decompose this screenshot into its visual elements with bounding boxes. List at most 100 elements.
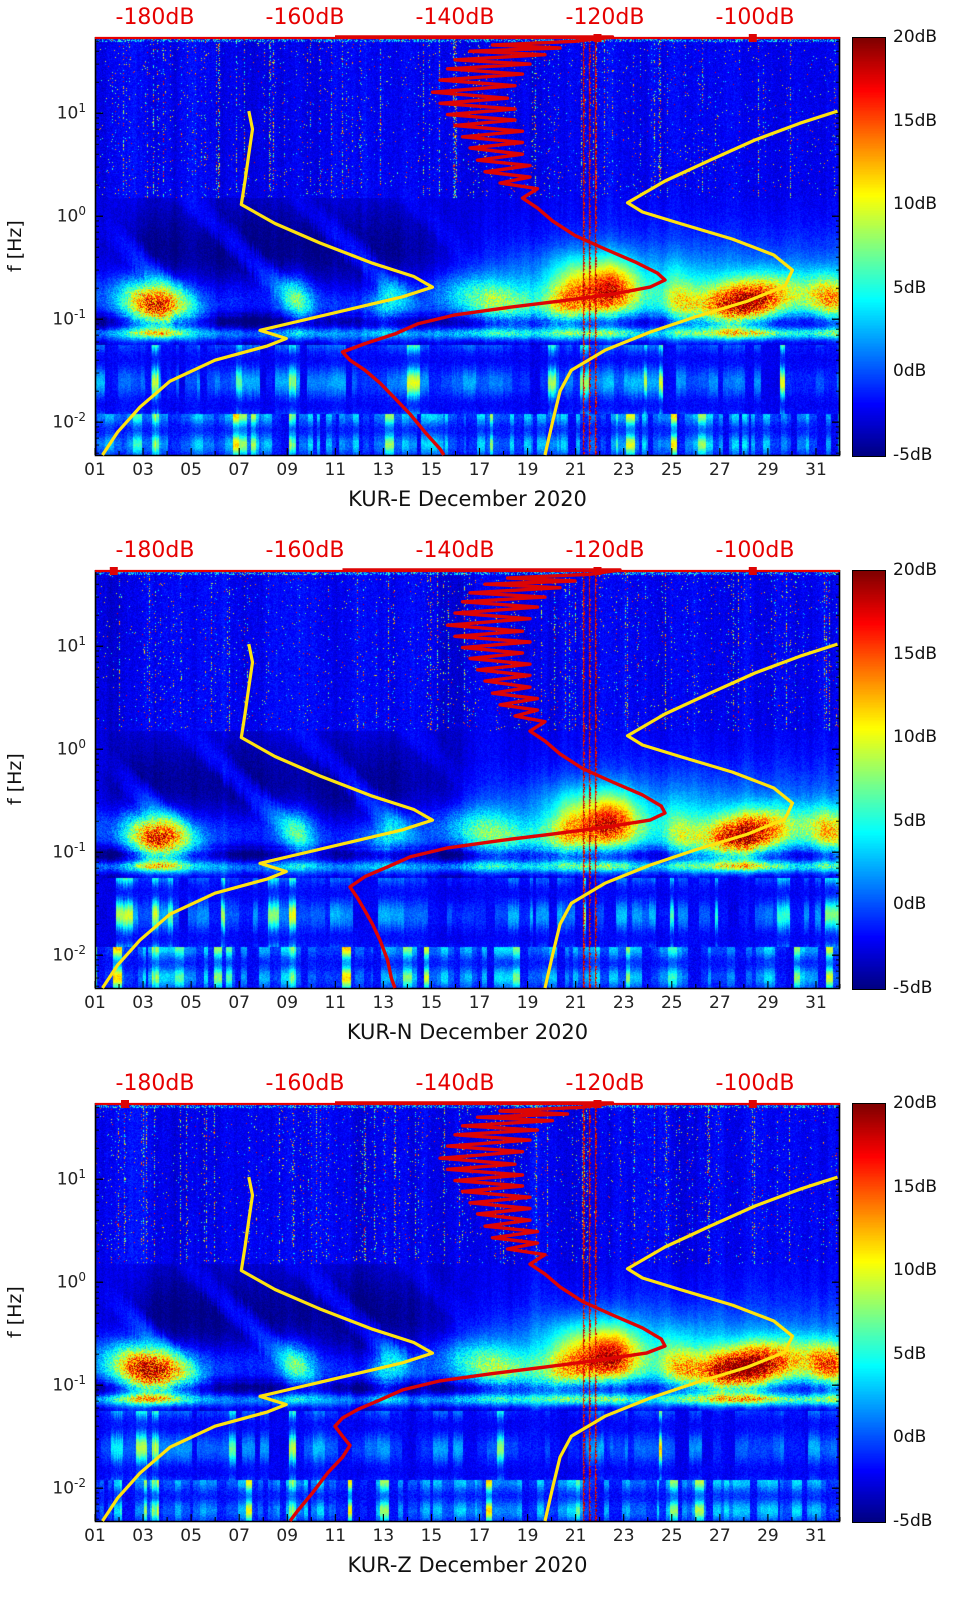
x-tick-label: 05 <box>180 1526 202 1546</box>
y-tick-exponent: -1 <box>74 840 86 855</box>
x-tick-label: 29 <box>757 460 779 480</box>
y-tick-exponent: -2 <box>74 410 86 425</box>
x-tick-label: 03 <box>132 460 154 480</box>
y-tick-mantissa: 10 <box>52 945 75 966</box>
colorbar-canvas <box>852 1103 886 1523</box>
x-tick-label: 21 <box>564 993 587 1013</box>
y-tick-label: 10-2 <box>34 1476 86 1499</box>
x-tick-label: 23 <box>612 460 635 480</box>
x-tick-label: 19 <box>516 1526 539 1546</box>
y-tick-label: 10-1 <box>34 840 86 863</box>
colorbar-tick-label: 10dB <box>893 727 938 748</box>
colorbar-tick-label: 5dB <box>893 1343 927 1364</box>
x-tick-label: 09 <box>276 1526 299 1546</box>
colorbar-tick-label: 15dB <box>893 110 938 131</box>
spectrogram-canvas <box>95 37 840 455</box>
y-tick-label: 10-1 <box>34 1373 86 1396</box>
x-tick-label: 25 <box>660 460 683 480</box>
x-tick-label: 01 <box>84 460 106 480</box>
x-tick-label: 01 <box>84 1526 106 1546</box>
top-axis-db-label: -180dB <box>115 1071 195 1096</box>
top-axis-db-label: -180dB <box>115 538 195 563</box>
top-axis-db-label: -180dB <box>115 5 195 30</box>
x-tick-label: 13 <box>372 460 395 480</box>
x-tick-label: 21 <box>564 460 587 480</box>
x-tick-label: 07 <box>228 993 250 1013</box>
top-axis-db-label: -100dB <box>715 1071 795 1096</box>
x-tick-label: 17 <box>468 1526 491 1546</box>
y-tick-mantissa: 10 <box>52 1375 75 1396</box>
y-tick-exponent: 0 <box>78 204 86 219</box>
x-tick-label: 19 <box>516 460 539 480</box>
x-tick-label: 29 <box>757 993 779 1013</box>
x-tick-label: 09 <box>276 993 299 1013</box>
top-axis-db-label: -120dB <box>565 1071 645 1096</box>
x-tick-label: 05 <box>180 460 202 480</box>
x-tick-label: 31 <box>805 993 827 1013</box>
x-tick-label: 11 <box>324 460 347 480</box>
x-tick-label: 29 <box>757 1526 779 1546</box>
x-tick-label: 11 <box>324 1526 347 1546</box>
x-tick-label: 31 <box>805 460 827 480</box>
y-axis-label: f [Hz] <box>4 1286 26 1338</box>
x-tick-label: 03 <box>132 993 154 1013</box>
top-axis-db-label: -140dB <box>415 538 495 563</box>
x-tick-label: 07 <box>228 460 250 480</box>
y-tick-label: 100 <box>34 204 86 227</box>
colorbar-tick-label: 20dB <box>893 1093 938 1113</box>
x-tick-label: 27 <box>709 1526 731 1546</box>
y-tick-exponent: 0 <box>78 737 86 752</box>
colorbar-tick-label: 15dB <box>893 1176 938 1197</box>
x-tick-label: 21 <box>564 1526 587 1546</box>
colorbar-tick-label: 0dB <box>893 361 927 382</box>
colorbar-canvas <box>852 37 886 457</box>
colorbar-tick-label: 10dB <box>893 1260 938 1281</box>
y-tick-exponent: -1 <box>74 307 86 322</box>
y-tick-mantissa: 10 <box>52 412 75 433</box>
y-tick-mantissa: 10 <box>56 1272 79 1293</box>
y-tick-exponent: -1 <box>74 1373 86 1388</box>
spectrogram-panel-kur-e: -180dB -160dB -140dB -120dB -100dB f [Hz] 10-2… <box>0 0 962 533</box>
y-tick-mantissa: 10 <box>56 636 79 657</box>
x-tick-label: 23 <box>612 1526 635 1546</box>
x-tick-label: 25 <box>660 993 683 1013</box>
top-axis-db-label: -160dB <box>265 5 345 30</box>
x-tick-label: 09 <box>276 460 299 480</box>
y-tick-mantissa: 10 <box>56 739 79 760</box>
colorbar-tick-label: 20dB <box>893 27 938 47</box>
y-tick-exponent: 1 <box>78 101 86 116</box>
y-tick-exponent: 0 <box>78 1270 86 1285</box>
panel-title: KUR-Z December 2020 <box>347 1553 588 1577</box>
y-tick-label: 10-2 <box>34 410 86 433</box>
y-tick-mantissa: 10 <box>56 206 79 227</box>
top-axis-db-label: -160dB <box>265 538 345 563</box>
x-tick-label: 27 <box>709 993 731 1013</box>
y-tick-mantissa: 10 <box>52 1478 75 1499</box>
top-axis-db-label: -160dB <box>265 1071 345 1096</box>
x-tick-label: 13 <box>372 1526 395 1546</box>
y-tick-exponent: 1 <box>78 1167 86 1182</box>
panel-title: KUR-N December 2020 <box>346 1020 589 1044</box>
top-axis-db-label: -120dB <box>565 5 645 30</box>
top-axis-db-label: -100dB <box>715 5 795 30</box>
y-tick-mantissa: 10 <box>52 842 75 863</box>
colorbar-tick-label: 0dB <box>893 894 927 915</box>
y-axis-label: f [Hz] <box>4 753 26 805</box>
y-tick-mantissa: 10 <box>56 103 79 124</box>
colorbar-tick-label: 15dB <box>893 643 938 664</box>
x-tick-label: 01 <box>84 993 106 1013</box>
x-tick-label: 07 <box>228 1526 250 1546</box>
y-tick-label: 101 <box>34 101 86 124</box>
y-tick-label: 100 <box>34 737 86 760</box>
colorbar-tick-label: -5dB <box>893 978 933 998</box>
top-axis-db-label: -140dB <box>415 1071 495 1096</box>
y-tick-exponent: -2 <box>74 1476 86 1491</box>
colorbar-canvas <box>852 570 886 990</box>
x-tick-label: 15 <box>420 1526 443 1546</box>
colorbar-tick-label: 5dB <box>893 277 927 298</box>
x-tick-label: 19 <box>516 993 539 1013</box>
colorbar-tick-label: -5dB <box>893 1511 933 1531</box>
y-tick-label: 101 <box>34 634 86 657</box>
y-axis-label: f [Hz] <box>4 220 26 272</box>
colorbar-tick-label: -5dB <box>893 445 933 465</box>
